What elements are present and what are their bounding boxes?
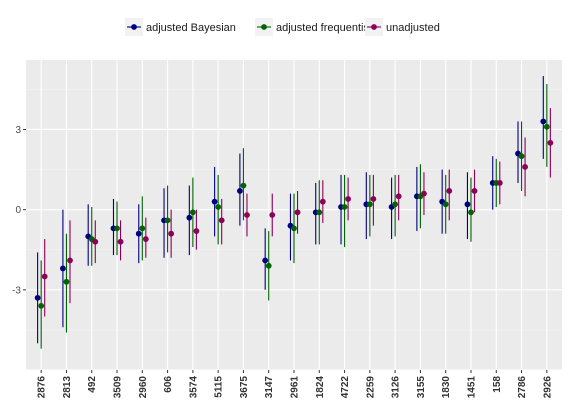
data-point [114, 225, 120, 232]
data-point [269, 212, 276, 218]
data-point [67, 257, 73, 264]
y-tick-label: -3 [12, 285, 21, 296]
x-axis: 2876 2813 492 3509 2960 606 3574 5115 3675 3147 29… [37, 370, 553, 399]
x-tick-label: 3509 [113, 376, 124, 399]
x-tick-label: 3147 [264, 376, 275, 399]
data-point [265, 262, 272, 269]
data-point [392, 201, 399, 208]
data-point [92, 238, 99, 245]
data-point [518, 153, 525, 160]
x-tick-label: 2786 [517, 376, 528, 399]
x-tick-label: 606 [163, 376, 174, 393]
x-tick-label: 3155 [416, 376, 427, 399]
data-point [117, 238, 124, 245]
x-tick-label: 5115 [214, 376, 225, 398]
data-point [341, 204, 348, 210]
data-point [345, 196, 352, 202]
data-point [60, 265, 66, 272]
data-point [135, 230, 142, 237]
x-tick-label: 2876 [37, 376, 48, 399]
data-point [496, 180, 503, 186]
x-tick-label: 2259 [365, 376, 376, 399]
legend-item: adjusted frequentist [255, 18, 372, 36]
legend-label: adjusted frequentist [276, 22, 372, 34]
x-tick-label: 1824 [315, 376, 326, 399]
data-point [142, 236, 149, 242]
x-tick-label: 2960 [138, 376, 149, 399]
data-point [211, 198, 218, 205]
legend-label: unadjusted [386, 22, 440, 34]
legend-key-point [371, 24, 377, 30]
legend: adjusted Bayesian adjusted frequentist una… [125, 18, 440, 36]
data-point [63, 278, 70, 285]
data-point [168, 230, 175, 237]
data-point [262, 257, 269, 264]
data-point [316, 209, 323, 216]
data-point [189, 209, 196, 216]
data-point [442, 201, 449, 208]
data-point [395, 193, 402, 200]
y-tick-label: 3 [15, 125, 21, 136]
data-point [236, 188, 243, 194]
data-point [244, 212, 250, 218]
x-tick-label: 3675 [239, 376, 250, 399]
data-point [186, 214, 193, 221]
data-point [366, 201, 373, 208]
data-point [522, 163, 528, 170]
data-point [291, 225, 297, 232]
x-tick-label: 4722 [340, 376, 351, 399]
data-point [543, 123, 550, 130]
data-point [294, 209, 301, 216]
series-unadjusted [41, 108, 554, 317]
data-point [193, 228, 200, 234]
data-point [540, 118, 547, 125]
data-point [319, 198, 326, 205]
x-tick-label: 3574 [188, 376, 199, 399]
x-tick-label: 2926 [542, 376, 553, 399]
x-tick-label: 2961 [290, 376, 301, 399]
data-point [468, 209, 474, 216]
data-point [139, 225, 146, 232]
y-tick-label: 0 [15, 205, 21, 216]
x-tick-label: 1451 [466, 376, 477, 399]
x-tick-label: 1830 [441, 376, 452, 399]
legend-item: adjusted Bayesian [125, 18, 236, 36]
legend-item: unadjusted [365, 18, 440, 36]
x-tick-label: 158 [492, 376, 503, 393]
data-point [41, 273, 48, 280]
data-point [240, 182, 247, 189]
data-point [464, 201, 471, 208]
data-point [370, 196, 377, 202]
x-tick-label: 2813 [62, 376, 73, 399]
data-point [34, 294, 41, 301]
legend-key-point [261, 24, 267, 30]
data-point [471, 188, 478, 194]
data-marks [34, 76, 554, 349]
x-tick-label: 492 [87, 376, 98, 393]
y-axis: -3 0 3 [12, 125, 26, 296]
data-point [38, 302, 45, 309]
data-point [164, 217, 171, 224]
data-point [218, 217, 225, 224]
data-point [547, 139, 554, 146]
data-point [215, 204, 222, 210]
data-point [421, 190, 427, 197]
x-tick-label: 3126 [391, 376, 402, 399]
legend-key-point [131, 24, 137, 30]
data-point [446, 188, 453, 194]
legend-label: adjusted Bayesian [146, 22, 236, 34]
